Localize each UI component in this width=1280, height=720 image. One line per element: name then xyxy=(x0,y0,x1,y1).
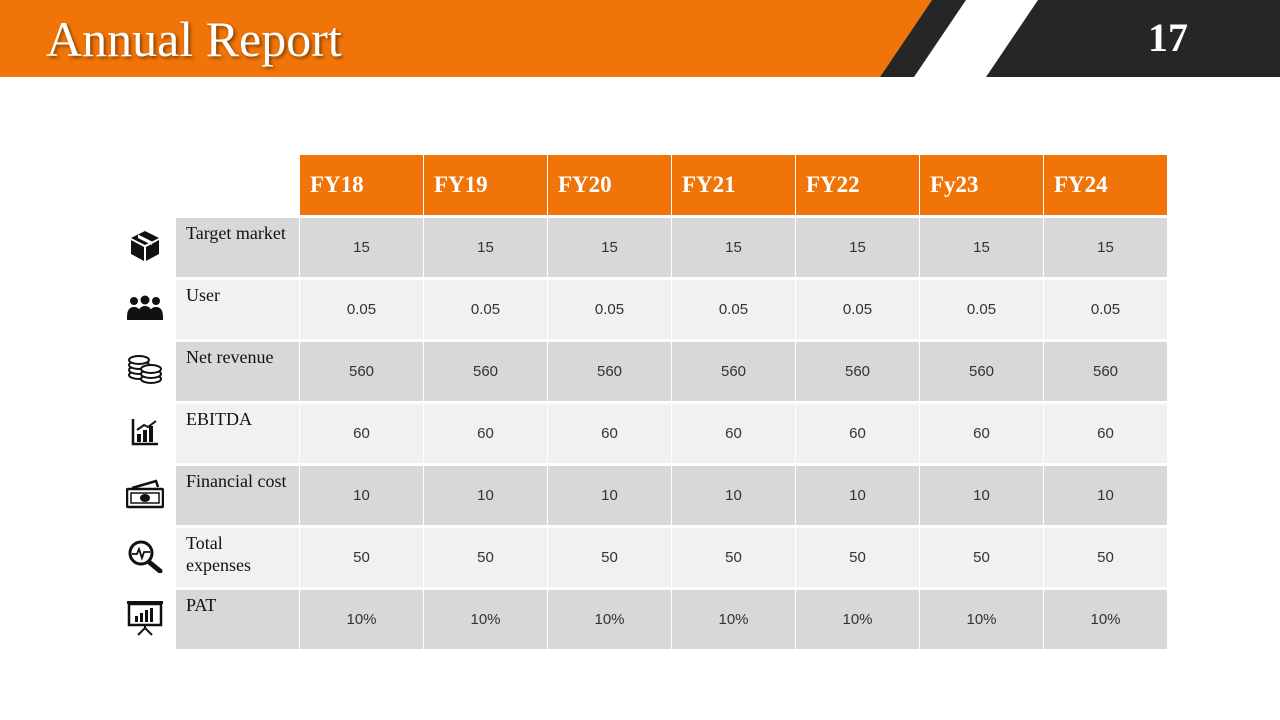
column-header: FY20 xyxy=(548,155,671,215)
magnifier-pulse-icon xyxy=(128,540,163,573)
table-cell: 10% xyxy=(300,587,423,649)
row-label: Target market xyxy=(176,215,299,277)
table-cell: 60 xyxy=(1044,401,1167,463)
table-cell: 50 xyxy=(672,525,795,587)
row-icon-cell xyxy=(115,277,175,339)
coins-icon xyxy=(128,355,162,384)
row-label: PAT xyxy=(176,587,299,649)
row-label: Financial cost xyxy=(176,463,299,525)
table-cell: 60 xyxy=(672,401,795,463)
table-cell: 0.05 xyxy=(920,277,1043,339)
row-icon-cell xyxy=(115,215,175,277)
corner-blank xyxy=(115,155,175,215)
column-header: FY24 xyxy=(1044,155,1167,215)
table-cell: 0.05 xyxy=(424,277,547,339)
table-cell: 10 xyxy=(424,463,547,525)
table-cell: 560 xyxy=(672,339,795,401)
table-cell: 10% xyxy=(672,587,795,649)
column-header: FY18 xyxy=(300,155,423,215)
corner-blank xyxy=(176,155,299,215)
table-cell: 10% xyxy=(920,587,1043,649)
table-cell: 60 xyxy=(548,401,671,463)
table-cell: 0.05 xyxy=(300,277,423,339)
table-cell: 15 xyxy=(1044,215,1167,277)
table-cell: 10 xyxy=(300,463,423,525)
table-cell: 0.05 xyxy=(1044,277,1167,339)
table-cell: 10 xyxy=(796,463,919,525)
table-cell: 10% xyxy=(424,587,547,649)
table-cell: 10 xyxy=(548,463,671,525)
table-cell: 60 xyxy=(920,401,1043,463)
users-icon xyxy=(127,295,163,320)
table-cell: 560 xyxy=(1044,339,1167,401)
table-cell: 0.05 xyxy=(796,277,919,339)
box-icon xyxy=(131,231,159,261)
row-label: EBITDA xyxy=(176,401,299,463)
row-icon-cell xyxy=(115,463,175,525)
table-cell: 15 xyxy=(548,215,671,277)
table-cell: 50 xyxy=(920,525,1043,587)
annual-report-table: FY18 FY19 FY20 FY21 FY22 Fy23 FY24 Target mark… xyxy=(115,155,1167,649)
table-cell: 10 xyxy=(1044,463,1167,525)
row-icon-cell xyxy=(115,401,175,463)
row-icon-cell xyxy=(115,587,175,649)
table-cell: 15 xyxy=(796,215,919,277)
table-cell: 0.05 xyxy=(548,277,671,339)
row-label: Total expenses xyxy=(176,525,299,587)
row-icon-cell xyxy=(115,525,175,587)
column-header: FY22 xyxy=(796,155,919,215)
table-cell: 10% xyxy=(796,587,919,649)
bar-chart-icon xyxy=(131,419,158,446)
column-header: FY19 xyxy=(424,155,547,215)
table-cell: 50 xyxy=(424,525,547,587)
column-header: FY21 xyxy=(672,155,795,215)
presentation-board-icon xyxy=(127,601,163,636)
money-icon xyxy=(126,479,164,509)
table-cell: 560 xyxy=(300,339,423,401)
table-cell: 10% xyxy=(1044,587,1167,649)
table-cell: 50 xyxy=(300,525,423,587)
table-cell: 50 xyxy=(796,525,919,587)
table-cell: 10 xyxy=(672,463,795,525)
row-label: Net revenue xyxy=(176,339,299,401)
page-number: 17 xyxy=(1148,15,1188,60)
page-title: Annual Report xyxy=(46,11,342,67)
table-cell: 0.05 xyxy=(672,277,795,339)
row-icon-cell xyxy=(115,339,175,401)
table-cell: 10 xyxy=(920,463,1043,525)
table-cell: 50 xyxy=(548,525,671,587)
table-cell: 60 xyxy=(424,401,547,463)
table-cell: 560 xyxy=(920,339,1043,401)
table-cell: 60 xyxy=(796,401,919,463)
column-header: Fy23 xyxy=(920,155,1043,215)
table-cell: 15 xyxy=(300,215,423,277)
row-label: User xyxy=(176,277,299,339)
table-cell: 15 xyxy=(672,215,795,277)
table-cell: 60 xyxy=(300,401,423,463)
header-banner: Annual Report 17 xyxy=(0,0,1280,77)
table-cell: 10% xyxy=(548,587,671,649)
table-cell: 15 xyxy=(920,215,1043,277)
table-cell: 560 xyxy=(424,339,547,401)
table-cell: 15 xyxy=(424,215,547,277)
header-shapes xyxy=(0,0,1280,77)
table-cell: 560 xyxy=(548,339,671,401)
table-cell: 560 xyxy=(796,339,919,401)
table-cell: 50 xyxy=(1044,525,1167,587)
